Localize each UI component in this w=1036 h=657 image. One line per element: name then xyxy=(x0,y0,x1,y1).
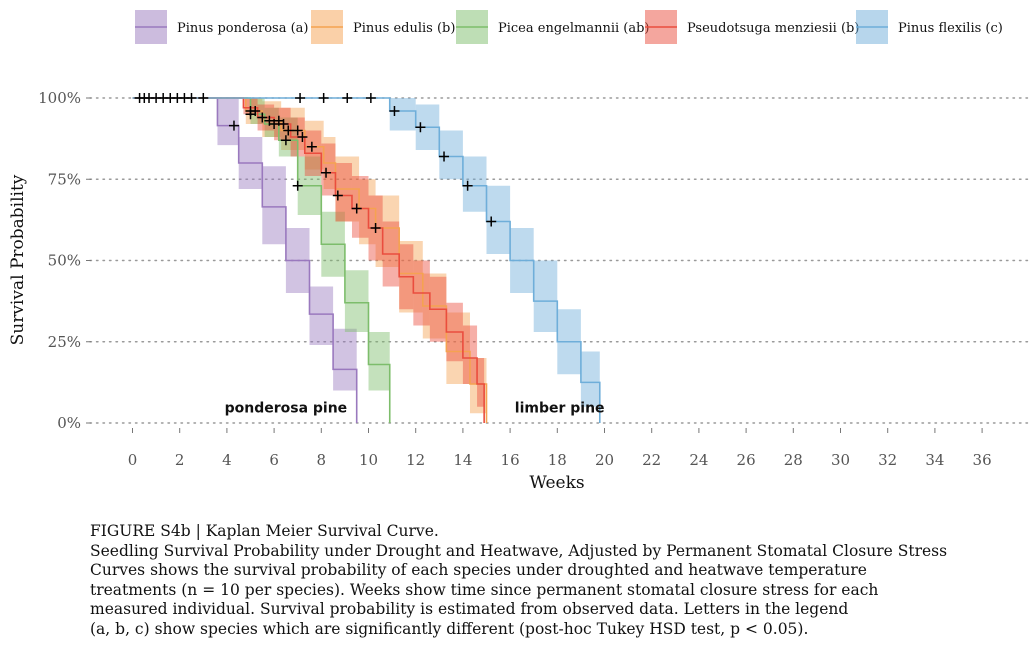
confidence-band-segment xyxy=(389,98,416,131)
chart-annotation: limber pine xyxy=(515,400,605,416)
legend-label: Pinus flexilis (c) xyxy=(898,21,1003,36)
survival-chart: Pinus ponderosa (a) Pinus edulis (b) Picea… xyxy=(8,10,1029,493)
confidence-bands xyxy=(217,98,600,414)
confidence-band-segment xyxy=(262,166,286,245)
confidence-band-segment xyxy=(477,358,485,407)
x-tick-label: 36 xyxy=(973,451,992,469)
censor-mark xyxy=(462,180,473,191)
y-axis-title: Survival Probability xyxy=(8,174,28,345)
censor-mark xyxy=(486,216,497,227)
censor-mark xyxy=(245,109,256,120)
censor-mark xyxy=(280,135,291,146)
legend-label: Pinus ponderosa (a) xyxy=(177,21,308,36)
censor-mark xyxy=(332,190,343,201)
figure-caption: FIGURE S4b | Kaplan Meier Survival Curve… xyxy=(90,522,1020,640)
x-tick-label: 26 xyxy=(737,451,756,469)
caption-line: FIGURE S4b | Kaplan Meier Survival Curve… xyxy=(90,522,439,540)
caption-line: Seedling Survival Probability under Drou… xyxy=(90,541,948,560)
censor-mark xyxy=(439,151,450,162)
x-tick-label: 8 xyxy=(317,451,327,469)
censor-mark xyxy=(389,106,400,116)
censor-mark xyxy=(295,93,306,103)
confidence-band-segment xyxy=(217,98,239,146)
x-tick-label: 4 xyxy=(222,451,232,469)
censor-mark xyxy=(365,93,376,103)
x-tick-label: 28 xyxy=(784,451,803,469)
x-tick-label: 14 xyxy=(453,451,472,469)
confidence-band-segment xyxy=(446,312,470,384)
x-tick-label: 16 xyxy=(501,451,520,469)
censor-mark xyxy=(292,125,303,136)
censor-mark xyxy=(321,167,332,178)
confidence-band-segment xyxy=(533,260,558,332)
censor-mark xyxy=(278,119,289,129)
x-axis-title: Weeks xyxy=(529,473,584,493)
confidence-band-segment xyxy=(580,351,600,407)
y-tick-label: 25% xyxy=(48,333,81,351)
caption-line: measured individual. Survival probabilit… xyxy=(90,600,849,619)
x-tick-label: 30 xyxy=(831,451,850,469)
censor-mark xyxy=(269,119,280,129)
censor-mark xyxy=(186,93,197,103)
axes: 0%25%50%75%100%0 2 4 6 8 10 12 14 16 18 20 22 24 26 28… xyxy=(38,89,992,469)
x-tick-label: 2 xyxy=(175,451,185,469)
x-tick-label: 34 xyxy=(925,451,944,469)
confidence-band-segment xyxy=(333,328,357,391)
x-tick-label: 10 xyxy=(359,451,378,469)
annotations: ponderosa pine limber pine xyxy=(225,400,605,416)
confidence-band-segment xyxy=(375,195,400,267)
confidence-band-segment xyxy=(462,156,487,212)
confidence-band-segment xyxy=(262,101,282,137)
censor-mark xyxy=(292,180,303,191)
x-tick-label: 18 xyxy=(548,451,567,469)
censor-mark xyxy=(306,141,317,152)
censor-mark xyxy=(370,223,381,233)
confidence-band-segment xyxy=(264,107,279,137)
survival-line-0 xyxy=(132,97,358,423)
y-tick-label: 0% xyxy=(57,414,81,432)
y-tick-label: 50% xyxy=(48,252,81,270)
censor-mark xyxy=(283,125,294,136)
y-tick-label: 100% xyxy=(38,89,81,107)
legend-label: Picea engelmannii (ab) xyxy=(498,21,650,36)
legend: Pinus ponderosa (a) Pinus edulis (b) Picea… xyxy=(135,10,1003,44)
x-tick-label: 6 xyxy=(269,451,279,469)
confidence-band-segment xyxy=(321,143,336,196)
censor-marks xyxy=(134,93,497,233)
confidence-band-segment xyxy=(439,130,463,180)
caption-line: (a, b, c) show species which are signifi… xyxy=(90,619,809,638)
censor-mark xyxy=(342,93,353,103)
x-tick-label: 32 xyxy=(878,451,897,469)
censor-mark xyxy=(297,132,308,142)
chart-annotation: ponderosa pine xyxy=(225,400,348,416)
x-tick-label: 12 xyxy=(406,451,425,469)
confidence-band-segment xyxy=(344,270,369,332)
legend-label: Pinus edulis (b) xyxy=(353,21,455,36)
confidence-band-segment xyxy=(335,163,352,222)
confidence-band-segment xyxy=(304,120,324,170)
confidence-band-segment xyxy=(309,286,334,345)
x-tick-label: 0 xyxy=(128,451,138,469)
confidence-band-segment xyxy=(351,176,369,238)
censor-mark xyxy=(228,120,239,131)
censor-mark xyxy=(318,93,329,103)
confidence-band-segment xyxy=(469,358,487,414)
caption-line: treatments (n = 10 per species). Weeks s… xyxy=(90,580,879,599)
censor-mark xyxy=(415,122,426,133)
confidence-band-segment xyxy=(281,107,305,150)
confidence-band-segment xyxy=(368,332,390,391)
censor-mark xyxy=(351,203,362,214)
censor-mark xyxy=(198,93,209,103)
caption-line: Curves shows the survival probability of… xyxy=(90,561,867,580)
confidence-band-segment xyxy=(486,185,511,254)
y-tick-label: 75% xyxy=(48,170,81,188)
x-tick-label: 22 xyxy=(642,451,661,469)
x-tick-label: 20 xyxy=(595,451,614,469)
x-tick-label: 24 xyxy=(689,451,708,469)
legend-label: Pseudotsuga menziesii (b) xyxy=(687,21,859,36)
censor-mark xyxy=(257,112,268,123)
